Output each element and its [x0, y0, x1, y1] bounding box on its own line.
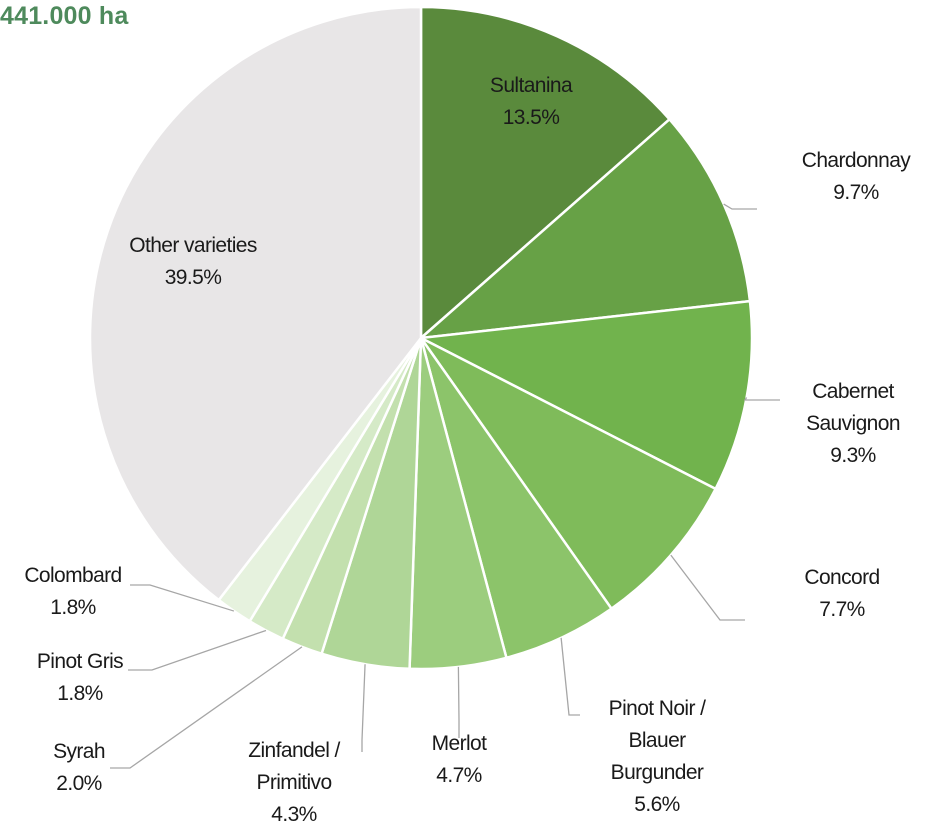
- data-label-name-syrah-0: Syrah: [53, 740, 105, 763]
- leader-line-pinot-gris: [128, 629, 267, 671]
- leader-line-merlot: [457, 666, 460, 738]
- leader-line-colombard: [130, 584, 235, 612]
- chart-title: 441.000 ha: [0, 2, 129, 30]
- leader-line-chardonnay: [723, 203, 757, 210]
- leader-line-cabernet-sauvignon: [743, 397, 780, 401]
- data-label-value-concord: 7.7%: [819, 598, 864, 621]
- data-label-value-pinot-gris: 1.8%: [57, 682, 102, 705]
- data-label-name-zinfandel-primitivo-0: Zinfandel /: [248, 739, 340, 762]
- pie-slice-sultanina: [419, 5, 672, 341]
- data-label-value-cabernet-sauvignon: 9.3%: [830, 444, 875, 467]
- leader-line-zinfandel-primitivo: [361, 664, 366, 752]
- leader-line-pinot-noir-blauer-burgunder: [560, 637, 580, 716]
- leader-line-concord: [670, 554, 745, 621]
- data-label-name-concord-0: Concord: [804, 566, 879, 589]
- data-label-value-pinot-noir-blauer-burgunder: 5.6%: [634, 793, 679, 816]
- data-label-name-cabernet-sauvignon-1: Sauvignon: [806, 412, 900, 435]
- data-label-value-other-varieties: 39.5%: [165, 266, 222, 289]
- data-label-name-pinot-gris-0: Pinot Gris: [37, 650, 123, 673]
- data-label-value-sultanina: 13.5%: [503, 106, 560, 129]
- data-label-name-other-varieties-0: Other varieties: [129, 234, 257, 257]
- data-label-name-pinot-noir-blauer-burgunder-2: Burgunder: [611, 761, 704, 784]
- data-label-name-colombard-0: Colombard: [24, 564, 121, 587]
- data-label-name-merlot-0: Merlot: [432, 732, 488, 755]
- data-label-value-syrah: 2.0%: [56, 772, 101, 795]
- leader-line-syrah: [110, 646, 303, 769]
- data-label-value-chardonnay: 9.7%: [833, 181, 878, 204]
- pie-slice-concord: [419, 336, 718, 611]
- data-label-name-pinot-noir-blauer-burgunder-1: Blauer: [628, 729, 686, 752]
- data-label-name-zinfandel-primitivo-1: Primitivo: [256, 771, 331, 794]
- data-label-value-merlot: 4.7%: [436, 764, 481, 787]
- data-label-name-cabernet-sauvignon-0: Cabernet: [812, 380, 894, 403]
- data-label-name-chardonnay-0: Chardonnay: [802, 149, 912, 172]
- data-label-name-sultanina-0: Sultanina: [490, 74, 573, 97]
- data-label-value-colombard: 1.8%: [50, 596, 95, 619]
- data-label-name-pinot-noir-blauer-burgunder-0: Pinot Noir /: [609, 697, 706, 720]
- data-label-value-zinfandel-primitivo: 4.3%: [271, 803, 316, 826]
- pie-slice-other-varieties: [88, 5, 423, 602]
